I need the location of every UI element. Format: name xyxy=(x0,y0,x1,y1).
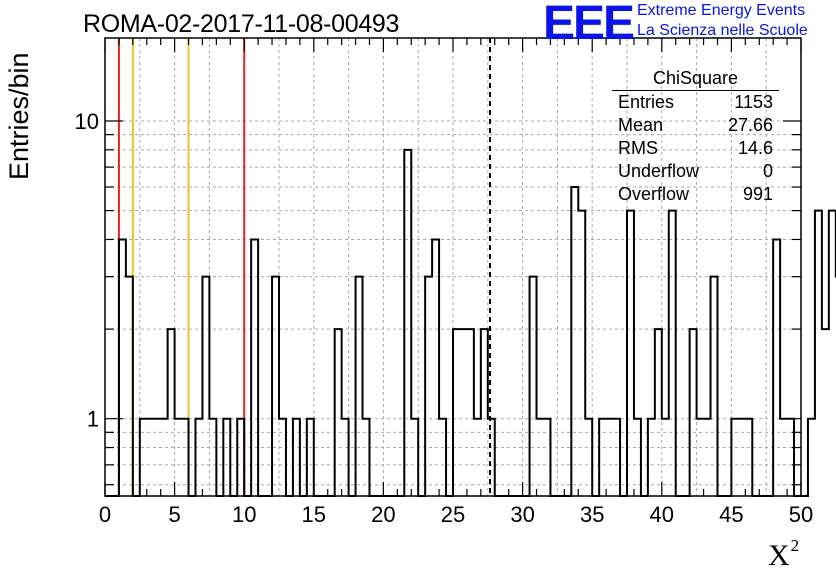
x-tick-label: 45 xyxy=(719,502,743,527)
stats-value: 0 xyxy=(762,161,773,181)
stats-label: Underflow xyxy=(618,161,700,181)
stats-title: ChiSquare xyxy=(612,68,779,91)
x-tick-label: 20 xyxy=(371,502,395,527)
y-tick-labels: 1 10 xyxy=(75,109,99,432)
stats-label: RMS xyxy=(618,138,658,158)
x-tick-label: 25 xyxy=(441,502,465,527)
x-axis-label-base: X xyxy=(768,539,790,572)
stats-label: Entries xyxy=(618,92,675,112)
x-axis-label: X2 xyxy=(768,536,799,573)
eee-logo: EEE xyxy=(543,0,635,50)
x-tick-label: 0 xyxy=(99,502,111,527)
logo-line-2: La Scienza nelle Scuole xyxy=(637,22,808,39)
x-tick-label: 30 xyxy=(510,502,534,527)
x-tick-label: 50 xyxy=(789,502,813,527)
histogram-line xyxy=(105,148,836,497)
stats-row-overflow: Overflow 991 xyxy=(612,183,779,206)
stats-row-entries: Entries 1153 xyxy=(612,91,779,114)
stats-label: Overflow xyxy=(618,184,690,204)
x-tick-label: 5 xyxy=(168,502,180,527)
x-tick-labels: 0 5 10 15 20 25 30 35 40 45 50 xyxy=(99,502,813,527)
x-tick-label: 40 xyxy=(650,502,674,527)
y-axis-label: Entries/bin xyxy=(4,52,34,180)
x-tick-label: 10 xyxy=(232,502,256,527)
stats-box: ChiSquare Entries 1153 Mean 27.66 RMS 14.6 … xyxy=(612,68,779,206)
stats-label: Mean xyxy=(618,115,664,135)
y-tick-label: 10 xyxy=(75,109,99,134)
x-tick-label: 15 xyxy=(302,502,326,527)
x-axis-label-exponent: 2 xyxy=(790,536,800,555)
axis-ticks xyxy=(104,38,802,496)
stats-row-underflow: Underflow 0 xyxy=(612,160,779,183)
stats-row-mean: Mean 27.66 xyxy=(612,114,779,137)
stats-row-rms: RMS 14.6 xyxy=(612,137,779,160)
stats-value: 991 xyxy=(742,184,773,204)
stats-value: 1153 xyxy=(734,92,773,112)
x-tick-label: 35 xyxy=(580,502,604,527)
logo-line-1: Extreme Energy Events xyxy=(637,2,806,19)
stats-value: 14.6 xyxy=(737,138,773,158)
y-tick-label: 1 xyxy=(87,407,99,432)
plot-title: ROMA-02-2017-11-08-00493 xyxy=(83,10,400,38)
stats-value: 27.66 xyxy=(727,115,773,135)
